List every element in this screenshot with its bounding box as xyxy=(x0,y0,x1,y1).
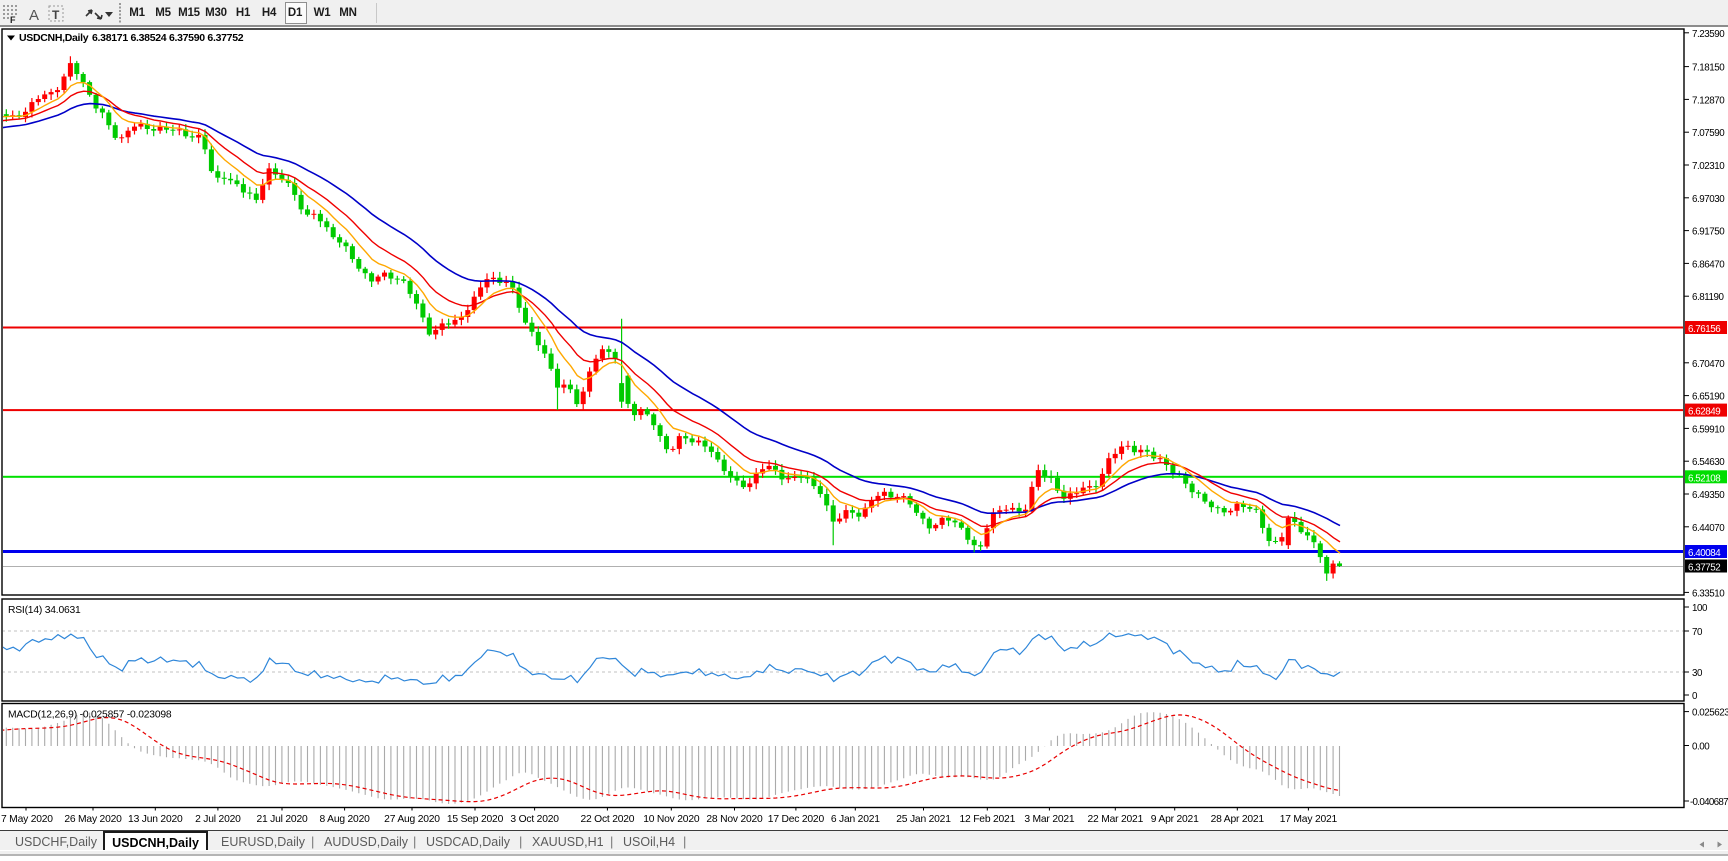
svg-text:6.97030: 6.97030 xyxy=(1692,194,1725,205)
svg-text:6.91750: 6.91750 xyxy=(1692,227,1725,238)
svg-text:0: 0 xyxy=(1692,691,1698,702)
svg-text:6.76156: 6.76156 xyxy=(1688,324,1721,335)
svg-text:100: 100 xyxy=(1692,603,1708,614)
svg-text:6.81190: 6.81190 xyxy=(1692,292,1725,303)
svg-text:6.40084: 6.40084 xyxy=(1688,548,1721,559)
svg-text:A: A xyxy=(29,7,39,24)
svg-text:70: 70 xyxy=(1692,627,1703,638)
svg-text:15 Sep 2020: 15 Sep 2020 xyxy=(447,814,504,825)
svg-text:6 Jan 2021: 6 Jan 2021 xyxy=(831,814,880,825)
svg-text:12 Feb 2021: 12 Feb 2021 xyxy=(959,814,1015,825)
svg-text:6.54630: 6.54630 xyxy=(1692,457,1725,468)
svg-text:8 Aug 2020: 8 Aug 2020 xyxy=(320,814,371,825)
svg-text:7.02310: 7.02310 xyxy=(1692,161,1725,172)
svg-text:RSI(14) 34.0631: RSI(14) 34.0631 xyxy=(8,605,81,616)
svg-text:7.18150: 7.18150 xyxy=(1692,63,1725,74)
svg-text:21 Jul 2020: 21 Jul 2020 xyxy=(256,814,308,825)
svg-text:9 Apr 2021: 9 Apr 2021 xyxy=(1151,814,1199,825)
svg-text:22 Mar 2021: 22 Mar 2021 xyxy=(1087,814,1143,825)
svg-text:6.33510: 6.33510 xyxy=(1692,588,1725,599)
svg-text:T: T xyxy=(52,8,60,22)
svg-text:17 May 2021: 17 May 2021 xyxy=(1280,814,1338,825)
svg-text:26 May 2020: 26 May 2020 xyxy=(64,814,122,825)
svg-text:0.025623: 0.025623 xyxy=(1692,708,1728,719)
svg-text:28 Nov 2020: 28 Nov 2020 xyxy=(706,814,763,825)
svg-text:7.07590: 7.07590 xyxy=(1692,128,1725,139)
svg-text:6.59910: 6.59910 xyxy=(1692,424,1725,435)
svg-text:USDCNH,Daily: USDCNH,Daily xyxy=(19,32,89,44)
svg-text:6.38171 6.38524 6.37590 6.3775: 6.38171 6.38524 6.37590 6.37752 xyxy=(92,32,244,44)
svg-text:6.44070: 6.44070 xyxy=(1692,523,1725,534)
svg-text:22 Oct 2020: 22 Oct 2020 xyxy=(580,814,634,825)
svg-text:2 Jul 2020: 2 Jul 2020 xyxy=(195,814,241,825)
svg-text:10 Nov 2020: 10 Nov 2020 xyxy=(643,814,700,825)
svg-text:25 Jan 2021: 25 Jan 2021 xyxy=(896,814,951,825)
svg-text:0.00: 0.00 xyxy=(1692,742,1710,753)
svg-text:7.23590: 7.23590 xyxy=(1692,29,1725,40)
svg-text:13 Jun 2020: 13 Jun 2020 xyxy=(128,814,183,825)
svg-text:-0.040687: -0.040687 xyxy=(1690,797,1728,808)
svg-text:3 Oct 2020: 3 Oct 2020 xyxy=(510,814,559,825)
svg-text:6.86470: 6.86470 xyxy=(1692,259,1725,270)
svg-text:6.37752: 6.37752 xyxy=(1688,563,1720,574)
svg-text:6.65190: 6.65190 xyxy=(1692,392,1725,403)
svg-text:MACD(12,26,9) -0.025857 -0.023: MACD(12,26,9) -0.025857 -0.023098 xyxy=(8,710,172,721)
svg-text:30: 30 xyxy=(1692,668,1703,679)
svg-text:6.49350: 6.49350 xyxy=(1692,490,1725,501)
svg-text:6.52108: 6.52108 xyxy=(1688,473,1721,484)
svg-text:7 May 2020: 7 May 2020 xyxy=(1,814,53,825)
svg-text:6.70470: 6.70470 xyxy=(1692,359,1725,370)
svg-text:7.12870: 7.12870 xyxy=(1692,95,1725,106)
svg-text:17 Dec 2020: 17 Dec 2020 xyxy=(768,814,825,825)
svg-text:28 Apr 2021: 28 Apr 2021 xyxy=(1211,814,1265,825)
svg-text:27 Aug 2020: 27 Aug 2020 xyxy=(384,814,440,825)
svg-text:F: F xyxy=(10,15,16,25)
svg-text:6.62849: 6.62849 xyxy=(1688,407,1720,418)
svg-text:3 Mar 2021: 3 Mar 2021 xyxy=(1024,814,1075,825)
